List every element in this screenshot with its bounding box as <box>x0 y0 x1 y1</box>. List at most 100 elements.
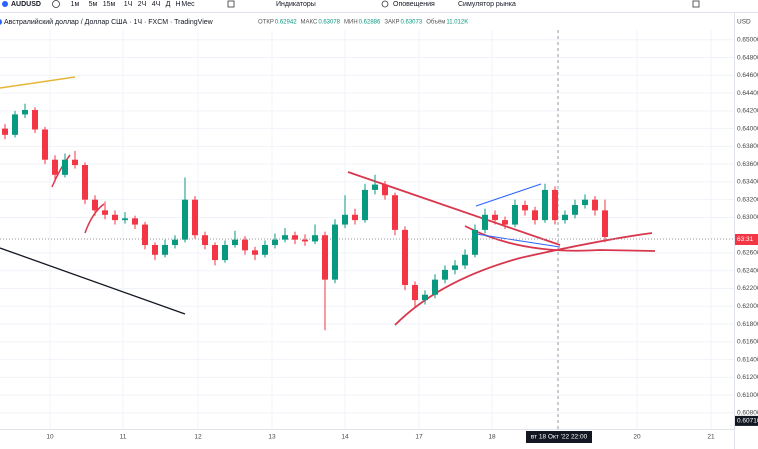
candle-body <box>192 199 198 236</box>
candle-body <box>72 159 78 166</box>
candle-body <box>262 244 268 255</box>
candle-body <box>122 218 128 221</box>
interval-button[interactable]: 4Ч <box>152 1 161 8</box>
x-tick-label: 21 <box>707 434 715 441</box>
chart-type-button[interactable] <box>227 0 235 8</box>
candle-body <box>332 224 338 280</box>
trend-line[interactable] <box>0 247 186 315</box>
trend-line[interactable] <box>475 183 542 207</box>
candle-body <box>532 210 538 221</box>
candle-body <box>182 199 188 240</box>
drawings <box>0 30 734 429</box>
candle-body <box>462 254 468 266</box>
candle-body <box>312 235 318 242</box>
candle-body <box>542 189 548 221</box>
trend-line[interactable] <box>475 233 561 248</box>
candle-body <box>22 109 28 115</box>
candle-body <box>502 220 508 225</box>
candle-body <box>552 189 558 221</box>
candle-body <box>562 214 568 221</box>
candle-body <box>352 214 358 221</box>
legend-label: ЗАКР <box>384 20 399 26</box>
interval-button[interactable]: 15м <box>103 1 116 8</box>
candle-body <box>232 239 238 245</box>
indicators-button[interactable]: Индикаторы <box>276 1 316 8</box>
trend-line[interactable] <box>347 171 561 246</box>
legend-value: 0.63078 <box>318 20 340 26</box>
candle-body <box>602 210 608 237</box>
symbol-icon <box>2 1 8 7</box>
candle-body <box>412 284 418 301</box>
x-tick-label: 10 <box>46 434 54 441</box>
arc[interactable] <box>84 203 105 234</box>
candle-body <box>92 199 98 211</box>
alerts-button[interactable]: Оповещения <box>393 1 435 8</box>
candle-body <box>592 199 598 211</box>
candles <box>2 103 608 331</box>
legend: Австралийский доллар / Доллар США · 1Ч ·… <box>0 18 468 26</box>
legend-value: 0.63073 <box>401 20 423 26</box>
x-tick-label: 18 <box>488 434 496 441</box>
curve[interactable] <box>464 225 656 252</box>
interval-button[interactable]: 5м <box>89 1 98 8</box>
interval-button[interactable]: 1Ч <box>124 1 133 8</box>
replay-button[interactable]: Симулятор рынка <box>458 1 516 8</box>
candle-body <box>512 205 518 225</box>
currency[interactable]: USD <box>737 19 751 26</box>
arc[interactable] <box>51 154 71 188</box>
legend-icon <box>0 19 2 25</box>
candle-body <box>82 165 88 200</box>
interval-button[interactable]: 1м <box>71 1 80 8</box>
legend-title: Австралийский доллар / Доллар США · 1Ч ·… <box>4 18 214 26</box>
candle-body <box>172 239 178 245</box>
candle-body <box>342 214 348 225</box>
candle-body <box>492 214 498 221</box>
grid <box>0 30 734 429</box>
x-tick-label: 14 <box>341 434 349 441</box>
interval-button[interactable]: 2Ч <box>138 1 147 8</box>
compare-button[interactable] <box>52 0 60 8</box>
candle-body <box>482 214 488 230</box>
candle-body <box>282 235 288 240</box>
candle-body <box>522 205 528 211</box>
candle-body <box>272 239 278 245</box>
x-tick-label: 17 <box>415 434 423 441</box>
interval-button[interactable]: Мес <box>181 1 195 8</box>
interval-button[interactable]: Н <box>175 1 180 8</box>
candle-body <box>162 244 168 255</box>
symbol[interactable]: AUDUSD <box>11 1 41 8</box>
candle-body <box>402 229 408 285</box>
last-price-box <box>735 415 758 426</box>
candle-body <box>372 184 378 190</box>
candle-body <box>432 279 438 295</box>
last-price-label: 0.60710 <box>737 418 758 425</box>
trend-line[interactable] <box>0 76 76 89</box>
candle-body <box>242 239 248 251</box>
candle-body <box>132 218 138 225</box>
x-tick-label: 20 <box>633 434 641 441</box>
candle-body <box>392 195 398 230</box>
settings-button[interactable] <box>692 0 700 8</box>
x-tick-label: 13 <box>268 434 276 441</box>
legend-value: 0.62886 <box>359 20 381 26</box>
candle-body <box>2 128 8 135</box>
x-tick-label: 11 <box>120 434 127 441</box>
x-tick-label: 12 <box>194 434 202 441</box>
candle-body <box>62 159 68 175</box>
legend-label: МАКС <box>301 20 318 26</box>
interval-button[interactable]: Д <box>166 1 171 8</box>
